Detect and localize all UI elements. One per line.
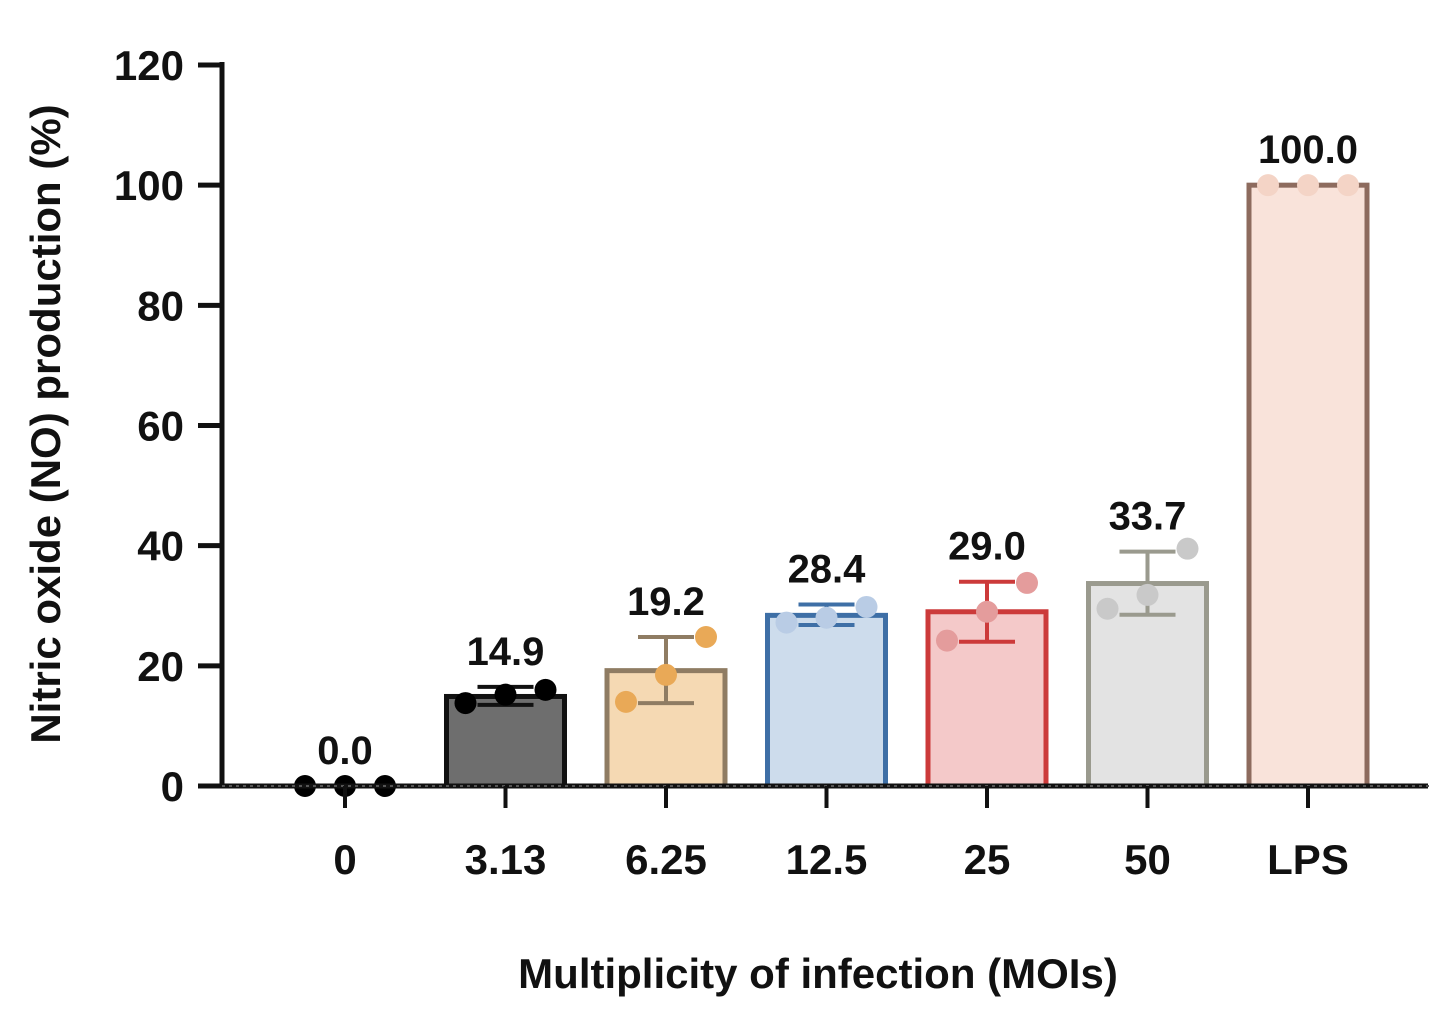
x-tick-label-12.5: 12.5: [786, 836, 868, 883]
y-tick-label-40: 40: [137, 523, 184, 570]
data-point-12.5-2: [815, 606, 838, 629]
y-axis-title: Nitric oxide (NO) production (%): [22, 104, 69, 743]
data-point-12.5-1: [775, 611, 798, 634]
y-tick-label-60: 60: [137, 403, 184, 450]
value-label-0: 0.0: [317, 729, 373, 773]
data-point-LPS-3: [1337, 174, 1359, 197]
data-points-layer: [294, 174, 1359, 797]
value-labels-layer: 0.0 14.9 19.2 28.4 29.0 33.7 100.0: [317, 128, 1358, 773]
data-point-6.25-3: [695, 625, 717, 648]
x-tick-label-25: 25: [964, 836, 1011, 883]
value-label-12.5: 28.4: [788, 548, 867, 592]
data-point-6.25-1: [615, 690, 637, 713]
bar-LPS: [1246, 182, 1370, 789]
data-point-3.13-1: [454, 692, 477, 715]
data-point-25-1: [936, 629, 958, 652]
data-point-6.25-2: [655, 663, 677, 686]
data-point-50-2: [1136, 583, 1159, 606]
value-label-LPS: 100.0: [1258, 128, 1358, 172]
data-point-25-3: [1016, 571, 1038, 594]
data-point-25-2: [976, 600, 998, 623]
y-tick-label-0: 0: [161, 763, 184, 810]
x-ticks-layer: 0 3.13 6.25 12.5 25 50 LPS: [333, 786, 1349, 883]
y-tick-label-100: 100: [114, 162, 184, 209]
y-tick-label-20: 20: [137, 643, 184, 690]
data-point-50-3: [1176, 537, 1199, 560]
data-point-3.13-3: [534, 678, 557, 701]
bars-layer: [444, 182, 1370, 789]
data-point-LPS-1: [1257, 174, 1279, 197]
x-tick-label-6.25: 6.25: [625, 836, 707, 883]
x-tick-label-LPS: LPS: [1267, 836, 1349, 883]
data-point-3.13-2: [494, 683, 517, 706]
x-tick-label-3.13: 3.13: [465, 836, 547, 883]
data-point-50-1: [1096, 597, 1119, 620]
x-tick-label-0: 0: [333, 836, 356, 883]
value-label-50: 33.7: [1109, 495, 1187, 539]
value-label-25: 29.0: [948, 525, 1026, 569]
bar-12.5: [765, 612, 888, 789]
y-tick-label-80: 80: [137, 282, 184, 329]
data-point-12.5-3: [855, 595, 878, 618]
x-tick-label-50: 50: [1124, 836, 1171, 883]
x-axis-title: Multiplicity of infection (MOIs): [518, 950, 1118, 997]
value-label-3.13: 14.9: [467, 630, 545, 674]
data-point-LPS-2: [1297, 174, 1319, 197]
value-label-6.25: 19.2: [627, 580, 705, 624]
y-tick-label-120: 120: [114, 42, 184, 89]
